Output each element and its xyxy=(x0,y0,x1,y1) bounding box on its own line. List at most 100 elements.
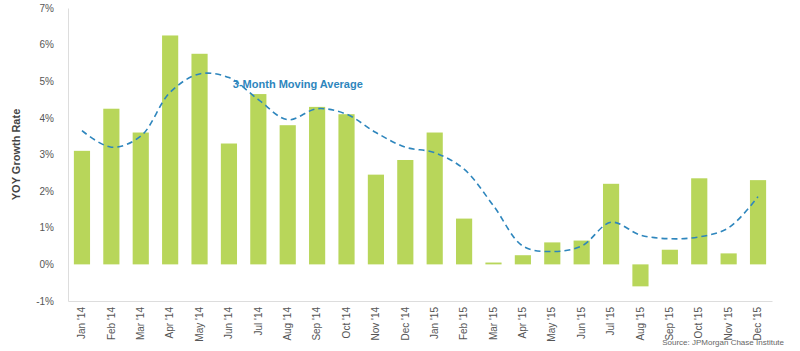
x-tick-label: May '15 xyxy=(546,307,557,342)
bar xyxy=(309,107,325,264)
x-tick-label: Apr '14 xyxy=(164,307,175,339)
y-tick: 0% xyxy=(40,259,68,270)
bar xyxy=(456,219,472,265)
bar xyxy=(133,133,149,265)
bar xyxy=(427,133,443,265)
x-tick: Apr '15 xyxy=(517,301,528,338)
x-tick-label: Dec '14 xyxy=(400,307,411,341)
x-tick: Mar '15 xyxy=(488,301,499,340)
bar xyxy=(485,263,501,265)
bar xyxy=(191,54,207,265)
y-tick-label: 3% xyxy=(40,149,55,160)
x-tick-label: Jul '14 xyxy=(253,307,264,336)
x-tick: Aug '14 xyxy=(282,301,293,341)
x-tick: Dec '14 xyxy=(400,301,411,341)
x-tick: Dec '15 xyxy=(752,301,763,341)
bar xyxy=(632,264,648,286)
x-tick-label: Jan '15 xyxy=(429,307,440,339)
x-tick: Oct '14 xyxy=(341,301,352,338)
y-axis-line xyxy=(68,9,69,302)
x-tick: Aug '15 xyxy=(635,301,646,341)
bar xyxy=(544,242,560,264)
bar xyxy=(662,250,678,265)
x-axis-line xyxy=(69,301,773,302)
x-tick: May '15 xyxy=(546,301,557,342)
y-tick-label: 6% xyxy=(40,39,55,50)
y-tick: 7% xyxy=(40,3,68,14)
y-tick-label: 4% xyxy=(40,113,55,124)
marks xyxy=(74,35,766,286)
x-tick-label: Jul '15 xyxy=(605,307,616,336)
x-tick-label: Sep '15 xyxy=(664,307,675,341)
bar xyxy=(397,160,413,264)
x-tick: Jun '14 xyxy=(223,301,234,339)
y-tick: 4% xyxy=(40,113,68,124)
x-tick-label: Oct '14 xyxy=(341,307,352,339)
bar xyxy=(338,114,354,264)
x-tick-label: Apr '15 xyxy=(517,307,528,339)
bar xyxy=(691,178,707,264)
bar xyxy=(250,94,266,264)
x-tick-label: Dec '15 xyxy=(752,307,763,341)
x-tick-label: Mar '14 xyxy=(135,307,146,340)
y-tick: 3% xyxy=(40,149,68,160)
source: Source: JPMorgan Chase Institute xyxy=(662,338,784,347)
x-tick: Oct '15 xyxy=(693,301,704,338)
x-tick: Jan '14 xyxy=(76,301,87,339)
bar xyxy=(721,253,737,264)
bar xyxy=(103,109,119,265)
x-tick: Jan '15 xyxy=(429,301,440,339)
x-tick: Sep '15 xyxy=(664,301,675,341)
bar xyxy=(162,35,178,264)
x-tick-label: Jun '15 xyxy=(576,307,587,339)
bar xyxy=(515,255,531,264)
x-tick-label: Nov '15 xyxy=(723,307,734,341)
moving-average-line xyxy=(82,73,758,251)
x-tick-label: Mar '15 xyxy=(488,307,499,340)
x-tick: Mar '14 xyxy=(135,301,146,340)
bar xyxy=(280,125,296,264)
x-tick-label: Nov '14 xyxy=(370,307,381,341)
x-tick-label: Feb '15 xyxy=(458,307,469,340)
y-tick-label: 7% xyxy=(40,3,55,14)
y-tick: 1% xyxy=(40,222,68,233)
y-tick-label: 2% xyxy=(40,186,55,197)
bar xyxy=(74,151,90,265)
y-tick-label: 0% xyxy=(40,259,55,270)
x-tick-label: Oct '15 xyxy=(693,307,704,339)
y-tick: 5% xyxy=(40,76,68,87)
y-axis-title: YOY Growth Rate xyxy=(10,109,22,200)
y-tick-label: 1% xyxy=(40,222,55,233)
bar xyxy=(574,241,590,265)
x-tick: Jun '15 xyxy=(576,301,587,339)
x-tick-label: Feb '14 xyxy=(106,307,117,340)
x-axis: Jan '14 Feb '14 Mar '14 Apr '14 May '14 Jun '… xyxy=(69,301,773,342)
x-tick-label: Jan '14 xyxy=(76,307,87,339)
y-tick: 6% xyxy=(40,39,68,50)
bar xyxy=(221,144,237,265)
y-tick: 2% xyxy=(40,186,68,197)
y-axis: -1% 0% 1% 2% 3% 4% 5% 6% 7% xyxy=(36,3,68,307)
chart: -1% 0% 1% 2% 3% 4% 5% 6% 7% Jan '14 Feb '14 Mar '14… xyxy=(0,0,800,351)
x-tick: Feb '14 xyxy=(106,301,117,340)
series-label: 3-Month Moving Average xyxy=(233,78,363,90)
x-tick: Nov '14 xyxy=(370,301,381,341)
bar xyxy=(368,175,384,265)
y-tick: -1% xyxy=(36,296,68,307)
x-tick: Jul '14 xyxy=(253,301,264,336)
x-tick-label: May '14 xyxy=(194,307,205,342)
y-tick-label: 5% xyxy=(40,76,55,87)
bar-series xyxy=(74,35,766,286)
x-tick: Nov '15 xyxy=(723,301,734,341)
x-tick: Apr '14 xyxy=(164,301,175,338)
x-tick-label: Aug '15 xyxy=(635,307,646,341)
y-tick-label: -1% xyxy=(36,296,54,307)
bar xyxy=(750,180,766,264)
x-tick-label: Aug '14 xyxy=(282,307,293,341)
x-tick-label: Sep '14 xyxy=(311,307,322,341)
x-tick-label: Jun '14 xyxy=(223,307,234,339)
x-tick: May '14 xyxy=(194,301,205,342)
x-tick: Sep '14 xyxy=(311,301,322,341)
x-tick: Feb '15 xyxy=(458,301,469,340)
plot-area: -1% 0% 1% 2% 3% 4% 5% 6% 7% Jan '14 Feb '14 Mar '14… xyxy=(36,3,772,342)
